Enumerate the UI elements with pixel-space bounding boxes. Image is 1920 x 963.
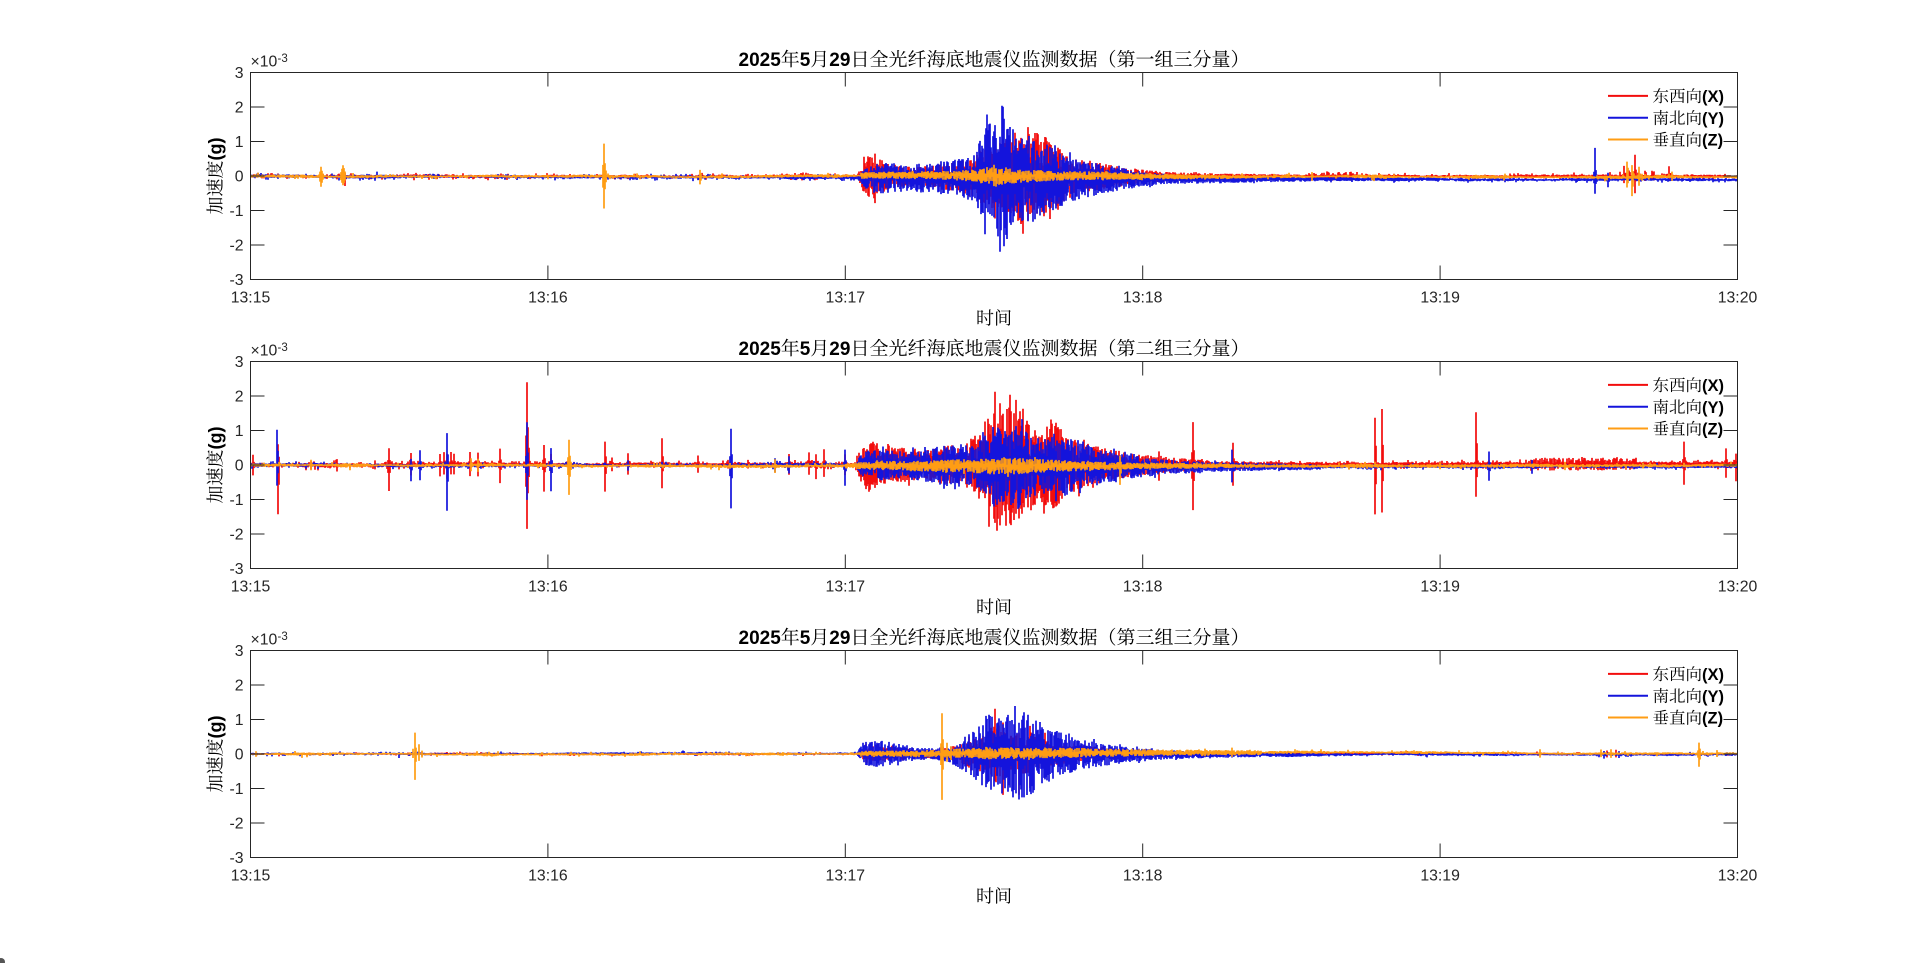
svg-text:-2: -2 bbox=[229, 527, 243, 544]
svg-text:13:17: 13:17 bbox=[826, 290, 866, 307]
svg-text:13:16: 13:16 bbox=[528, 868, 568, 885]
svg-text:×10: ×10 bbox=[251, 54, 278, 71]
svg-text:×10: ×10 bbox=[251, 632, 278, 649]
svg-text:(Y): (Y) bbox=[1702, 688, 1724, 706]
svg-text:3: 3 bbox=[235, 354, 244, 371]
svg-text:1: 1 bbox=[235, 423, 244, 440]
svg-text:29: 29 bbox=[829, 50, 850, 71]
svg-text:13:20: 13:20 bbox=[1718, 868, 1758, 885]
svg-text:5: 5 bbox=[800, 339, 811, 360]
svg-text:13:20: 13:20 bbox=[1718, 290, 1758, 307]
svg-text:5: 5 bbox=[800, 50, 811, 71]
svg-text:13:19: 13:19 bbox=[1420, 579, 1460, 596]
svg-text:2025: 2025 bbox=[739, 50, 782, 71]
svg-text:-1: -1 bbox=[229, 203, 243, 220]
svg-text:-3: -3 bbox=[278, 631, 288, 643]
svg-text:29: 29 bbox=[829, 339, 850, 360]
svg-text:1: 1 bbox=[235, 134, 244, 151]
svg-text:13:17: 13:17 bbox=[826, 579, 866, 596]
svg-text:2025: 2025 bbox=[739, 339, 782, 360]
svg-text:-3: -3 bbox=[229, 272, 243, 289]
svg-text:13:15: 13:15 bbox=[231, 290, 271, 307]
svg-text:29: 29 bbox=[829, 628, 850, 649]
svg-text:(Y): (Y) bbox=[1702, 110, 1724, 128]
svg-text:(X): (X) bbox=[1702, 377, 1724, 395]
svg-text:2: 2 bbox=[235, 389, 244, 406]
svg-text:-1: -1 bbox=[229, 492, 243, 509]
svg-text:(Z): (Z) bbox=[1702, 710, 1723, 728]
svg-text:3: 3 bbox=[235, 65, 244, 82]
svg-text:13:15: 13:15 bbox=[231, 579, 271, 596]
svg-text:13:18: 13:18 bbox=[1123, 868, 1163, 885]
svg-text:13:16: 13:16 bbox=[528, 290, 568, 307]
svg-text:3: 3 bbox=[235, 643, 244, 660]
svg-text:(X): (X) bbox=[1702, 88, 1724, 106]
svg-text:-2: -2 bbox=[229, 238, 243, 255]
svg-text:-3: -3 bbox=[229, 850, 243, 867]
svg-text:(X): (X) bbox=[1702, 666, 1724, 684]
svg-text:0: 0 bbox=[235, 747, 244, 764]
svg-text:(Z): (Z) bbox=[1702, 132, 1723, 150]
svg-text:0: 0 bbox=[235, 169, 244, 186]
svg-text:2: 2 bbox=[235, 100, 244, 117]
svg-text:13:20: 13:20 bbox=[1718, 579, 1758, 596]
svg-text:13:17: 13:17 bbox=[826, 868, 866, 885]
svg-text:13:15: 13:15 bbox=[231, 868, 271, 885]
svg-text:-3: -3 bbox=[278, 53, 288, 65]
svg-text:(g): (g) bbox=[206, 427, 226, 450]
svg-text:-3: -3 bbox=[278, 342, 288, 354]
svg-text:-1: -1 bbox=[229, 781, 243, 798]
svg-text:2: 2 bbox=[235, 678, 244, 695]
svg-text:×10: ×10 bbox=[251, 343, 278, 360]
svg-text:(Z): (Z) bbox=[1702, 421, 1723, 439]
svg-text:(g): (g) bbox=[206, 716, 226, 739]
svg-text:(g): (g) bbox=[206, 138, 226, 161]
svg-text:-2: -2 bbox=[229, 816, 243, 833]
svg-text:13:16: 13:16 bbox=[528, 579, 568, 596]
svg-text:13:18: 13:18 bbox=[1123, 579, 1163, 596]
svg-text:(Y): (Y) bbox=[1702, 399, 1724, 417]
svg-text:0: 0 bbox=[235, 458, 244, 475]
svg-text:5: 5 bbox=[800, 628, 811, 649]
svg-text:1: 1 bbox=[235, 712, 244, 729]
svg-text:-3: -3 bbox=[229, 561, 243, 578]
svg-text:13:19: 13:19 bbox=[1420, 290, 1460, 307]
svg-text:13:18: 13:18 bbox=[1123, 290, 1163, 307]
svg-text:2025: 2025 bbox=[739, 628, 782, 649]
svg-text:13:19: 13:19 bbox=[1420, 868, 1460, 885]
